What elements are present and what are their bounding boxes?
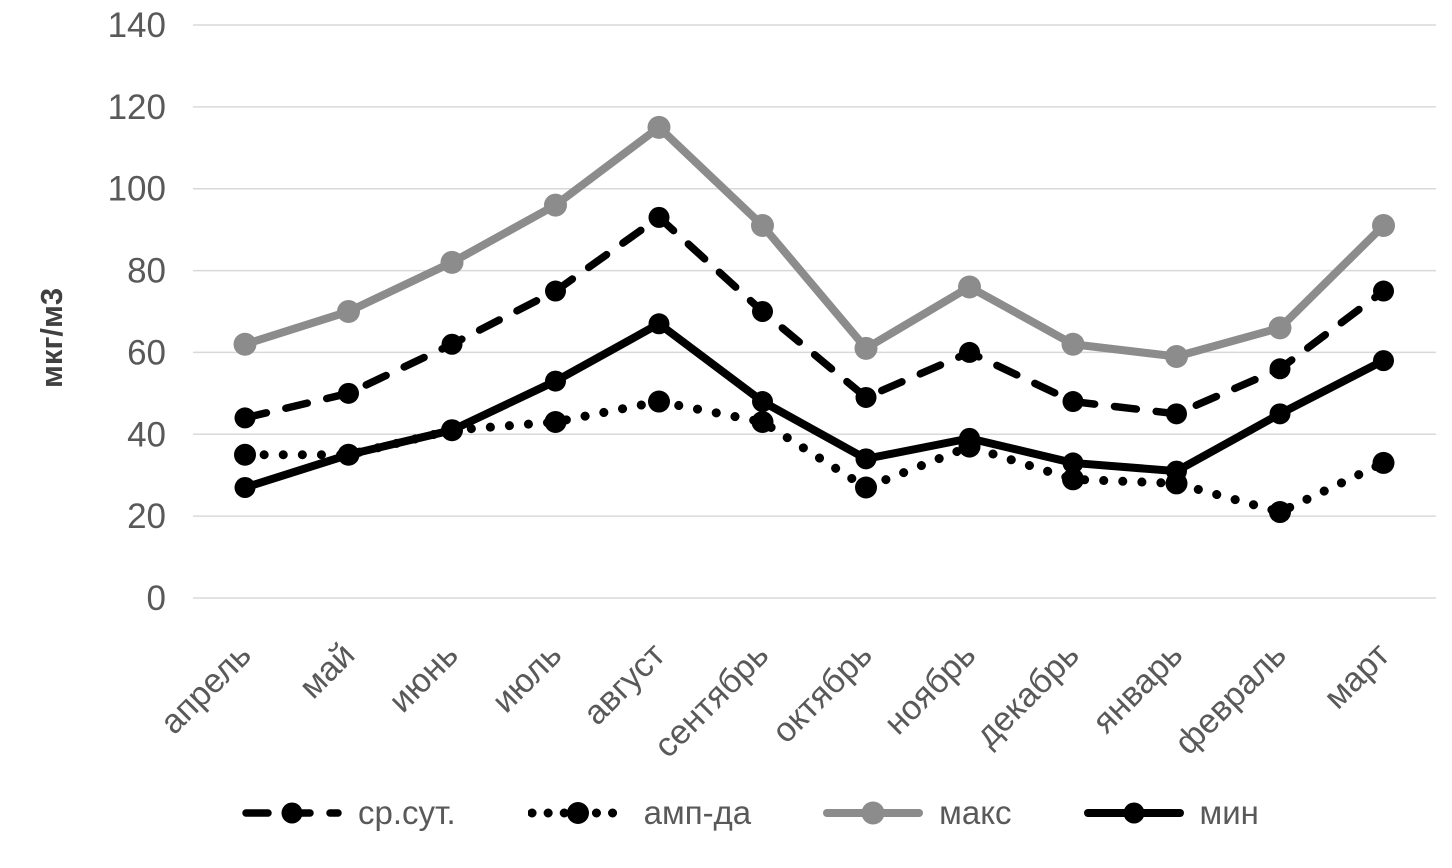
- x-category-label: август: [576, 636, 673, 733]
- series-line-max: [241, 123, 1388, 361]
- legend-line-dashed-sample: [242, 802, 342, 824]
- data-point-avg-daily: [338, 382, 359, 404]
- data-point-max: [1165, 345, 1188, 369]
- data-point-min: [1269, 403, 1291, 425]
- data-point-amplitude: [1062, 468, 1084, 491]
- data-point-max: [233, 332, 257, 356]
- data-point-avg-daily: [1269, 358, 1291, 380]
- x-category-label: март: [1317, 636, 1398, 717]
- data-point-max: [1372, 214, 1395, 238]
- data-point-min: [234, 476, 256, 498]
- data-point-amplitude: [544, 411, 567, 434]
- y-tick-label: 80: [127, 252, 166, 291]
- data-point-max: [647, 115, 671, 139]
- series-line-avg-daily: [241, 213, 1388, 422]
- data-point-amplitude: [234, 443, 256, 466]
- data-point-max: [440, 250, 464, 274]
- data-point-min: [338, 444, 359, 466]
- x-category-label: июль: [485, 636, 569, 720]
- data-point-min: [545, 370, 566, 392]
- legend-label-min: мин: [1199, 794, 1259, 831]
- data-point-max: [854, 336, 878, 360]
- data-point-min: [648, 313, 670, 335]
- y-tick-label: 140: [108, 6, 166, 45]
- data-point-avg-daily: [545, 280, 566, 302]
- data-point-avg-daily: [855, 386, 877, 408]
- data-point-max: [751, 214, 774, 238]
- y-axis-title: мкг/м3: [34, 287, 69, 388]
- data-point-amplitude: [648, 390, 670, 413]
- x-category-label: апрель: [153, 636, 259, 742]
- y-tick-label: 120: [108, 88, 166, 127]
- y-tick-label: 60: [127, 333, 166, 372]
- series-line-amplitude: [240, 397, 1388, 517]
- legend-sample-marker-amplitude: [566, 801, 589, 824]
- legend-sample-marker-min: [1123, 802, 1145, 824]
- data-point-max: [337, 300, 360, 323]
- data-point-max: [1061, 332, 1085, 356]
- data-point-amplitude: [1269, 501, 1291, 524]
- y-tick-label: 40: [127, 415, 166, 454]
- data-point-amplitude: [855, 476, 877, 499]
- x-category-label: май: [292, 636, 362, 706]
- data-point-max: [958, 275, 981, 299]
- data-point-max: [544, 193, 567, 217]
- x-category-label: январь: [1085, 636, 1190, 741]
- data-point-avg-daily: [752, 301, 773, 322]
- data-point-avg-daily: [441, 333, 463, 355]
- plot-area: 0 20 40 60 80 100 120 140 апрель май июнь июль авгус…: [108, 6, 1436, 765]
- legend: ср.сут. амп-да макс мин: [242, 793, 1259, 833]
- legend-line-min-sample: [1083, 802, 1184, 824]
- data-point-min: [959, 427, 980, 449]
- y-tick-label: 100: [108, 170, 166, 209]
- data-point-min: [1166, 460, 1187, 482]
- legend-item-amplitude: амп-да: [527, 793, 752, 833]
- legend-label-amplitude: амп-да: [643, 794, 752, 831]
- legend-item-avg-daily: ср.сут.: [242, 793, 456, 833]
- data-point-min: [855, 448, 877, 470]
- x-category-label: сентябрь: [647, 636, 776, 765]
- series-line-min: [241, 319, 1388, 492]
- legend-line-dotted-sample: [527, 801, 628, 824]
- x-category-label: октябрь: [765, 636, 880, 751]
- data-point-max: [1268, 316, 1292, 340]
- data-point-amplitude: [751, 411, 774, 434]
- legend-item-min: мин: [1083, 793, 1259, 833]
- y-tick-label: 20: [127, 497, 166, 536]
- data-point-min: [1062, 452, 1084, 474]
- legend-label-avg-daily: ср.сут.: [358, 794, 456, 831]
- data-point-avg-daily: [234, 407, 256, 429]
- data-point-min: [441, 419, 463, 441]
- legend-line-max-sample: [823, 801, 924, 825]
- data-point-avg-daily: [1166, 403, 1187, 425]
- legend-sample-marker-max: [861, 801, 885, 825]
- data-point-avg-daily: [1062, 391, 1084, 413]
- legend-label-max: макс: [939, 794, 1012, 831]
- x-category-label: июнь: [382, 636, 466, 720]
- y-tick-label: 0: [147, 579, 166, 618]
- x-category-label: ноябрь: [877, 636, 983, 742]
- data-point-avg-daily: [648, 206, 670, 228]
- x-category-label: февраль: [1168, 636, 1294, 762]
- data-point-amplitude: [1372, 451, 1395, 474]
- data-point-min: [1373, 350, 1394, 372]
- legend-sample-marker-avg-daily: [281, 802, 303, 824]
- legend-item-max: макс: [823, 793, 1012, 833]
- data-point-avg-daily: [959, 341, 980, 363]
- data-point-min: [752, 391, 773, 413]
- data-point-avg-daily: [1373, 280, 1394, 302]
- x-category-label: декабрь: [968, 636, 1086, 754]
